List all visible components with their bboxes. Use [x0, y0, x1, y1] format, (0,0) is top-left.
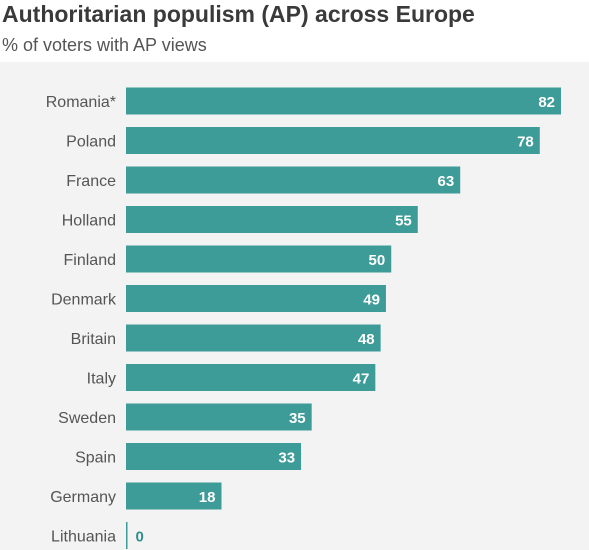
value-label: 49: [363, 292, 380, 309]
bar-group: Sweden 35: [58, 403, 312, 431]
value-label: 78: [517, 134, 534, 151]
value-label: 82: [538, 94, 555, 111]
value-label: 47: [353, 371, 370, 388]
value-label: 35: [289, 410, 306, 427]
bar: [126, 206, 418, 233]
bar: [126, 87, 561, 115]
bar: [126, 522, 128, 549]
bar: [126, 324, 381, 352]
chart-header: Authoritarian populism (AP) across Europ…: [0, 0, 589, 62]
category-label: Britain: [71, 331, 116, 348]
category-label: Denmark: [51, 292, 117, 309]
bar-group: Lithuania 0: [51, 522, 144, 549]
value-label: 63: [438, 173, 455, 190]
category-label: Holland: [62, 213, 116, 230]
bar: [126, 443, 302, 470]
bar-group: Britain 48: [71, 324, 381, 352]
value-label: 55: [395, 213, 412, 230]
bar: [126, 285, 386, 312]
value-label: 48: [358, 331, 375, 348]
category-label: France: [66, 173, 116, 190]
bar-group: Poland 78: [66, 127, 540, 154]
category-label: Italy: [87, 371, 116, 388]
category-label: Finland: [64, 252, 116, 269]
chart-subtitle: % of voters with AP views: [2, 35, 207, 55]
bar-group: Spain 33: [75, 443, 302, 470]
category-label: Poland: [66, 134, 116, 151]
category-label: Germany: [50, 489, 116, 506]
bar-group: Finland 50: [64, 245, 392, 273]
bar-group: Italy 47: [87, 364, 376, 391]
bar-group: France 63: [66, 166, 461, 194]
bar: [126, 482, 222, 510]
value-label: 33: [278, 450, 295, 467]
bar-group: Holland 55: [62, 206, 418, 233]
value-label: 50: [369, 252, 386, 269]
value-label: 18: [199, 489, 216, 506]
bar-group: Germany 18: [50, 482, 222, 510]
bar: [126, 127, 540, 154]
bar: [126, 364, 376, 391]
bar: [126, 245, 392, 273]
chart-title: Authoritarian populism (AP) across Europ…: [2, 1, 475, 27]
value-label: 0: [136, 529, 144, 546]
category-label: Spain: [75, 450, 116, 467]
category-label: Lithuania: [51, 529, 116, 546]
bar-group: Denmark 49: [51, 285, 386, 312]
category-label: Romania*: [46, 94, 116, 111]
bar: [126, 166, 461, 194]
bar-group: Romania* 82: [46, 87, 561, 115]
category-label: Sweden: [58, 410, 116, 427]
bar: [126, 403, 312, 431]
